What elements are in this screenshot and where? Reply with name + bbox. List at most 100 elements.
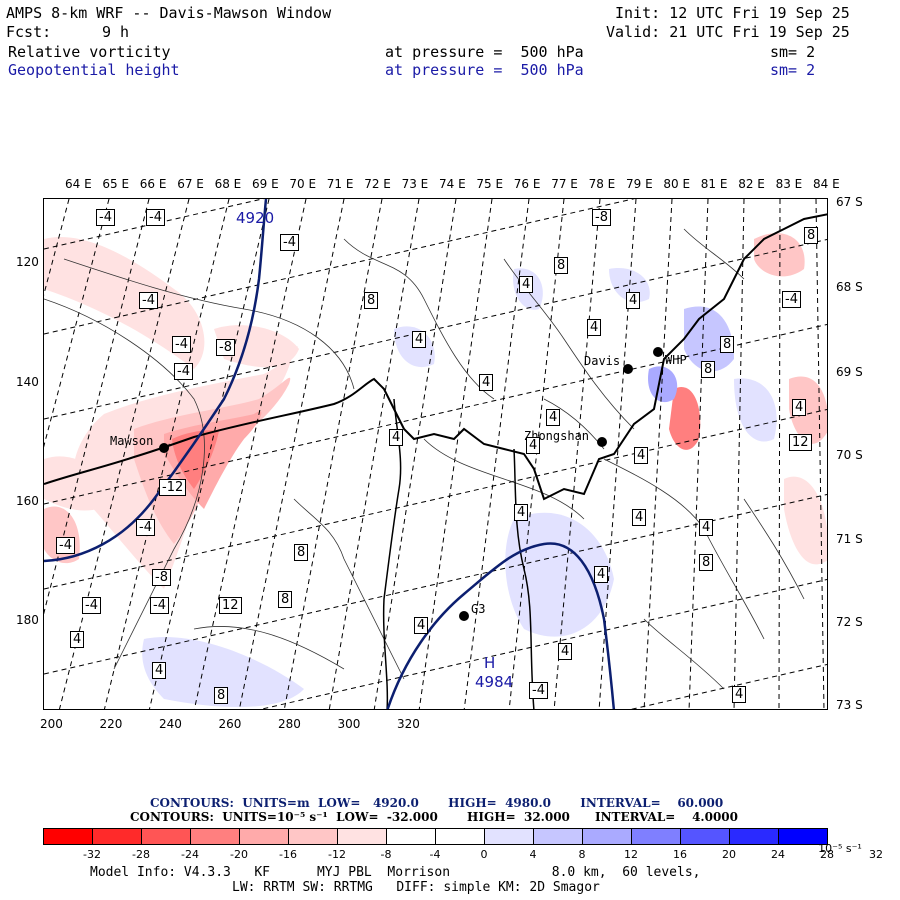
vort-area-neg	[214, 325, 299, 368]
coastline	[44, 213, 827, 709]
vort-area-pos	[505, 512, 614, 637]
top-axis-label: 77 E	[551, 177, 578, 191]
right-axis-label: 69 S	[836, 365, 863, 379]
lat-lon-grid	[44, 199, 827, 709]
vorticity-contour-label: -4	[136, 519, 155, 536]
left-axis-label: 140	[16, 375, 39, 389]
height-contour-label: 4920	[236, 209, 275, 227]
bottom-axis-label: 240	[159, 717, 182, 731]
right-axis-label: 72 S	[836, 615, 863, 629]
legend-swatch	[240, 829, 289, 844]
legend-tick-label: 12	[624, 848, 638, 861]
map-plot-area: Mawson Davis WHP Zhongshan G3 H 4984 492…	[43, 198, 828, 710]
vorticity-contour-label: 12	[789, 434, 812, 451]
station-label-whp: WHP	[665, 353, 687, 367]
vorticity-contour-label: -12	[159, 479, 187, 496]
vorticity-contour-label: 8	[554, 257, 569, 274]
bottom-axis-label: 280	[278, 717, 301, 731]
vorticity-contour-label: -4	[82, 597, 101, 614]
high-marker: H	[484, 654, 496, 672]
vort-area-pos	[734, 378, 777, 442]
legend-swatch	[632, 829, 681, 844]
top-axis-label: 69 E	[252, 177, 279, 191]
left-axis-label: 120	[16, 255, 39, 269]
field2-name: Geopotential height	[8, 61, 180, 79]
legend-tick-label: 24	[771, 848, 785, 861]
legend-swatch	[485, 829, 534, 844]
vorticity-contour-label: 4	[412, 331, 427, 348]
top-axis-label: 76 E	[513, 177, 541, 191]
legend-tick-label: -28	[132, 848, 150, 861]
top-axis-label: 65 E	[102, 177, 130, 191]
vorticity-contour-label: 4	[626, 292, 641, 309]
vorticity-contour-label: -4	[172, 336, 191, 353]
vorticity-contour-label: -4	[56, 537, 75, 554]
forecast-label: Fcst:	[6, 23, 52, 41]
vorticity-contour-label: -4	[146, 209, 165, 226]
legend-swatch	[93, 829, 142, 844]
right-axis-label: 67 S	[836, 195, 863, 209]
legend-swatch	[44, 829, 93, 844]
legend-swatch	[730, 829, 779, 844]
vorticity-contour-label: -8	[216, 339, 235, 356]
field1-smoothing: sm= 2	[770, 43, 816, 61]
vorticity-contour-label: 4	[479, 374, 494, 391]
vorticity-contour-label: 4	[634, 447, 649, 464]
vorticity-contour-label: 8	[364, 292, 379, 309]
vorticity-contour-label: 4	[414, 617, 429, 634]
top-axis-label: 81 E	[700, 177, 728, 191]
left-axis-label: 160	[16, 494, 39, 508]
vort-area-pos	[648, 366, 678, 403]
high-value: 4984	[475, 673, 514, 691]
vorticity-contour-label: 8	[278, 591, 293, 608]
bottom-axis-label: 200	[40, 717, 63, 731]
legend-tick-label: 16	[673, 848, 687, 861]
vorticity-contour-label: 8	[294, 544, 309, 561]
legend-swatch	[338, 829, 387, 844]
legend-swatch	[681, 829, 730, 844]
vorticity-contour-label: 4	[546, 409, 561, 426]
vorticity-contour-label: 4	[587, 319, 602, 336]
vorticity-contour-label: -8	[152, 569, 171, 586]
legend-tick-label: 28	[820, 848, 834, 861]
bottom-axis-label: 260	[218, 717, 242, 731]
map-svg	[44, 199, 827, 709]
bottom-axis-label: 300	[337, 717, 361, 731]
bottom-axis-label: 320	[397, 717, 420, 731]
legend-swatch	[779, 829, 827, 844]
vorticity-contour-label: 4	[526, 437, 541, 454]
left-axis-label: 180	[16, 613, 39, 627]
vorticity-contour-label: 4	[699, 519, 714, 536]
vorticity-contour-label: 8	[214, 687, 229, 704]
vort-area-neg	[784, 476, 827, 565]
vorticity-contour-label: 12	[219, 597, 242, 614]
top-axis-label: 68 E	[214, 177, 242, 191]
legend-tick-label: 0	[480, 848, 488, 861]
vort-area-neg	[789, 376, 827, 444]
vort-area-neg	[172, 430, 219, 489]
vorticity-contour-label: -4	[280, 234, 299, 251]
legend-tick-label: -4	[429, 848, 441, 861]
vorticity-contours	[44, 228, 805, 690]
vorticity-contour-label: 4	[152, 662, 167, 679]
legend-tick-label: -8	[380, 848, 392, 861]
top-axis-label: 83 E	[775, 177, 803, 191]
model-info-line2: LW: RRTM SW: RRTMG DIFF: simple KM: 2D S…	[232, 880, 600, 895]
top-axis-label: 74 E	[439, 177, 466, 191]
legend-units: 10⁻⁵ s⁻¹	[818, 842, 862, 855]
top-axis-label: 67 E	[177, 177, 204, 191]
vorticity-shading	[44, 233, 827, 708]
field1-name: Relative vorticity	[8, 43, 171, 61]
vorticity-contour-label: 8	[701, 361, 716, 378]
field1-level: at pressure = 500 hPa	[385, 43, 584, 61]
chart-title: AMPS 8-km WRF -- Davis-Mawson Window	[6, 4, 332, 22]
top-axis-label: 80 E	[663, 177, 691, 191]
vorticity-contour-label: -8	[592, 209, 611, 226]
legend-swatch	[583, 829, 632, 844]
legend-tick-label: -12	[328, 848, 346, 861]
vorticity-contour-label: -4	[150, 597, 169, 614]
vort-area-neg	[44, 456, 114, 511]
vorticity-contour-label: 4	[389, 429, 404, 446]
vorticity-contour-label: -4	[96, 209, 115, 226]
vorticity-contour-label: 4	[632, 509, 647, 526]
